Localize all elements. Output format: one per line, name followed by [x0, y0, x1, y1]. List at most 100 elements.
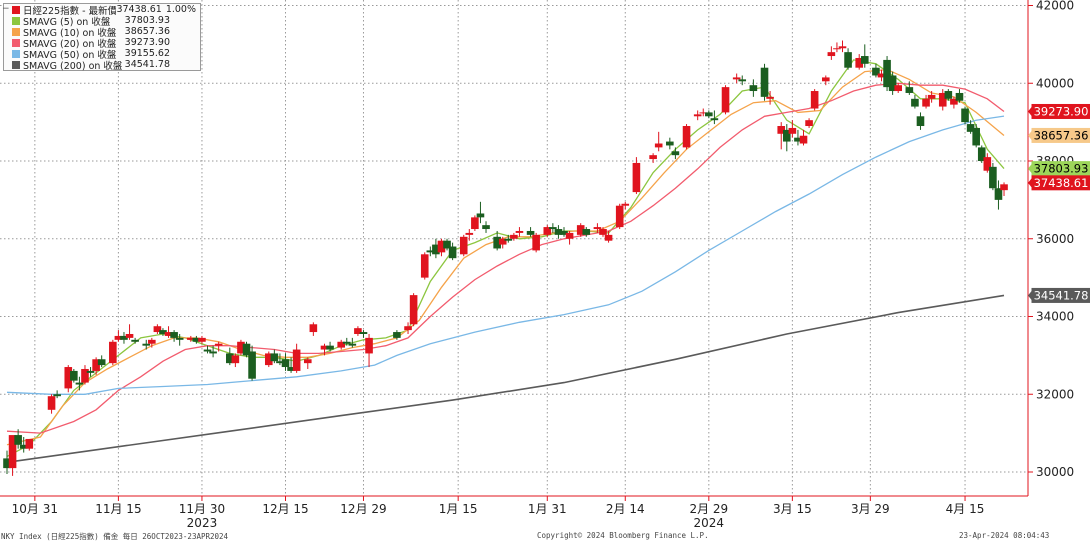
- candle-body: [632, 162, 641, 193]
- x-tick-label: 10月 31: [12, 502, 58, 516]
- candle-body: [326, 345, 334, 350]
- footer-copyright: Copyright© 2024 Bloomberg Finance L.P.: [537, 531, 709, 540]
- candle-body: [543, 227, 552, 235]
- candle-body: [977, 147, 986, 161]
- candle-body: [504, 238, 513, 241]
- legend-value-sma5: 37803.93: [124, 15, 170, 26]
- legend-row-sma200: SMAVG (200) on 收盤 34541.78: [4, 59, 200, 72]
- x-tick-label: 1月 15: [439, 502, 478, 516]
- candle-body: [53, 394, 61, 397]
- candle-body: [983, 157, 992, 171]
- candle-body: [860, 56, 869, 64]
- y-tick-label: 34000: [1036, 310, 1074, 324]
- x-axis-ticks: 10月 31 11月 15 11月 30 12月 15 12月 29 1月 15 1月 31…: [12, 496, 985, 530]
- candle-body: [738, 79, 747, 82]
- candle-body: [510, 234, 518, 239]
- candle-body: [203, 349, 212, 352]
- legend-row-sma20: SMAVG (20) on 收盤 39273.90: [4, 37, 200, 50]
- candle-body: [276, 361, 284, 364]
- legend-value-sma50: 39155.62: [124, 48, 170, 59]
- legend-collapse-icon[interactable]: −: [2, 4, 10, 14]
- x-tick-label: 11月 30: [179, 502, 225, 516]
- price-tag-label: 34541.78: [1034, 288, 1089, 302]
- candle-body: [92, 359, 100, 371]
- candle-body: [97, 359, 106, 366]
- legend-label-main: 日經225指數 - 最新價: [23, 5, 117, 17]
- legend-swatch-sma50: [12, 49, 20, 58]
- x-tick-label: 3月 15: [773, 502, 812, 516]
- legend-label-sma20: SMAVG (20) on 收盤: [23, 38, 117, 50]
- candle-body: [198, 337, 206, 342]
- candle-body: [125, 333, 134, 338]
- year-label: 2024: [694, 516, 725, 530]
- x-tick-label: 4月 15: [946, 502, 985, 516]
- legend-swatch-sma10: [12, 27, 20, 36]
- candle-body: [292, 349, 301, 371]
- price-tag-pointer: [1028, 290, 1032, 301]
- x-tick-label: 12月 29: [340, 502, 386, 516]
- candle-body: [599, 229, 607, 235]
- candle-body: [242, 343, 251, 356]
- candle-body: [348, 343, 357, 346]
- candle-body: [760, 67, 769, 97]
- candle-body: [248, 351, 256, 379]
- candle-body: [966, 124, 975, 132]
- y-tick-label: 30000: [1036, 465, 1074, 479]
- price-tag-label: 37438.61: [1034, 176, 1089, 190]
- candle-body: [927, 94, 936, 99]
- candle-body: [281, 359, 290, 368]
- candle-body: [264, 353, 273, 366]
- candle-body: [911, 98, 919, 107]
- legend-row-sma50: SMAVG (50) on 收盤 39155.62: [4, 48, 200, 61]
- candle-body: [693, 114, 702, 117]
- candle-body: [465, 232, 474, 235]
- candle-body: [972, 127, 980, 146]
- candle-body: [950, 98, 958, 105]
- candle-body: [114, 335, 123, 340]
- grid: [0, 0, 1028, 496]
- y-tick-label: 36000: [1036, 232, 1074, 246]
- legend-value-sma10: 38657.36: [124, 26, 170, 37]
- footer-timestamp: 23-Apr-2024 08:04:43: [959, 531, 1050, 540]
- candle-body: [560, 230, 568, 235]
- candle-body: [8, 435, 17, 469]
- candle-body: [894, 85, 902, 92]
- candle-body: [214, 343, 223, 346]
- candle-body: [3, 458, 11, 469]
- candle-body: [994, 188, 1003, 200]
- x-tick-label: 1月 31: [528, 502, 567, 516]
- candle-body: [699, 112, 708, 114]
- candle-body: [654, 143, 663, 148]
- candle-body: [1000, 184, 1008, 191]
- candle-body: [777, 126, 786, 134]
- candle-body: [805, 120, 813, 127]
- candle-body: [916, 116, 925, 127]
- x-tick-label: 11月 15: [95, 502, 141, 516]
- candle-body: [799, 135, 808, 144]
- legend-label-sma10: SMAVG (10) on 收盤: [23, 27, 117, 39]
- candle-body: [404, 326, 412, 331]
- candle-body: [476, 213, 485, 218]
- candle-body: [872, 67, 880, 76]
- candle-body: [961, 108, 969, 123]
- candle-body: [25, 438, 34, 449]
- candle-body: [19, 444, 28, 449]
- candle-body: [81, 368, 89, 383]
- candle-body: [131, 339, 139, 342]
- candle-body: [615, 205, 624, 228]
- price-tag-pointer: [1028, 163, 1032, 174]
- candle-body: [883, 59, 891, 88]
- candle-body: [142, 343, 151, 346]
- candle-body: [877, 73, 886, 78]
- candle-body: [833, 48, 841, 50]
- candle-body: [337, 341, 345, 348]
- candle-body: [705, 112, 713, 117]
- candle-body: [955, 92, 964, 101]
- candle-body: [320, 345, 329, 350]
- candle-body: [342, 341, 351, 344]
- candle-body: [64, 367, 73, 389]
- candle-body: [749, 85, 758, 92]
- x-tick-label: 2月 29: [689, 502, 728, 516]
- legend-label-sma50: SMAVG (50) on 收盤: [23, 49, 117, 61]
